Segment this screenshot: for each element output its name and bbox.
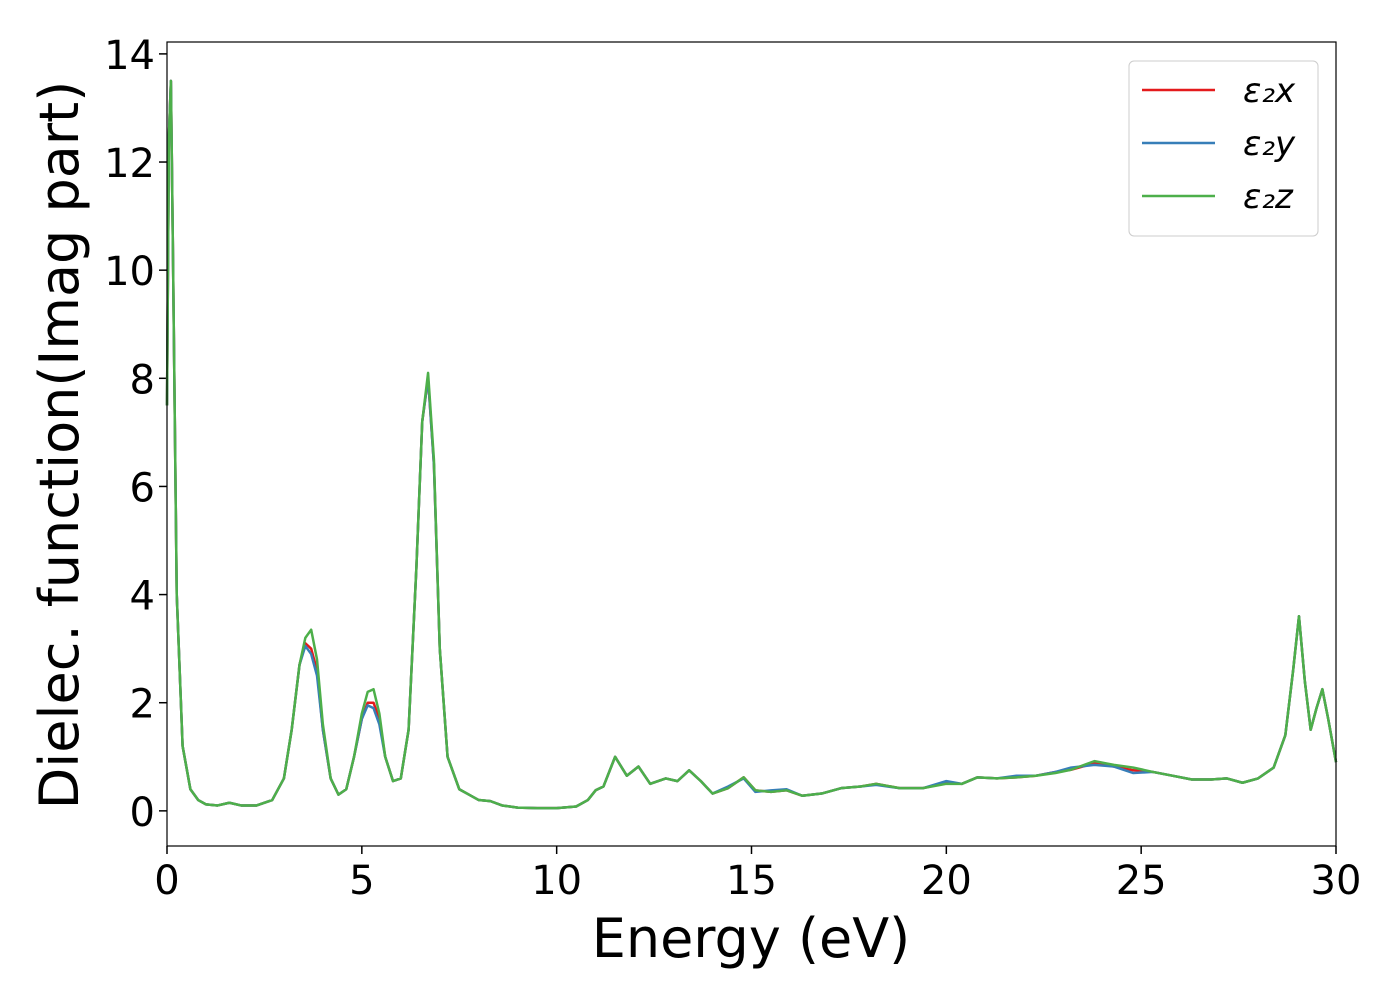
y-tick-label: 14 bbox=[104, 33, 155, 79]
y-tick-label: 8 bbox=[130, 357, 155, 403]
x-tick-label: 5 bbox=[349, 858, 374, 904]
y-tick-label: 2 bbox=[130, 682, 155, 728]
y-tick-label: 6 bbox=[130, 465, 155, 511]
x-axis-label: Energy (eV) bbox=[592, 907, 911, 970]
x-tick-label: 15 bbox=[726, 858, 777, 904]
x-tick-label: 25 bbox=[1116, 858, 1167, 904]
y-tick-label: 4 bbox=[130, 574, 155, 620]
x-tick-label: 20 bbox=[921, 858, 972, 904]
plot-frame bbox=[166, 41, 1337, 847]
y-tick-label: 12 bbox=[104, 141, 155, 187]
y-tick-label: 10 bbox=[104, 249, 155, 295]
legend-box bbox=[1128, 60, 1319, 237]
x-tick-label: 0 bbox=[154, 858, 179, 904]
y-axis-label: Dielec. function(Imag part) bbox=[28, 81, 91, 810]
x-tick-label: 10 bbox=[531, 858, 582, 904]
data-line bbox=[165, 79, 1338, 810]
x-tick-label: 30 bbox=[1311, 858, 1362, 904]
legend-label: ε₂x bbox=[1243, 71, 1296, 111]
y-tick-label: 0 bbox=[130, 790, 155, 836]
legend-label: ε₂y bbox=[1243, 124, 1296, 164]
legend-label: ε₂z bbox=[1243, 177, 1294, 217]
